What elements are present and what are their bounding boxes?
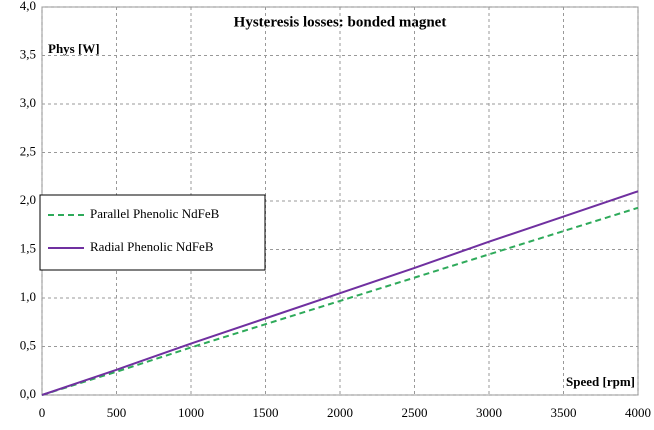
y-tick-label: 0,5 bbox=[20, 337, 36, 352]
x-tick-label: 0 bbox=[39, 405, 46, 420]
x-tick-label: 1500 bbox=[253, 405, 279, 420]
y-tick-label: 2,5 bbox=[20, 143, 36, 158]
y-tick-label: 1,5 bbox=[20, 240, 36, 255]
legend-box bbox=[39, 194, 266, 271]
lines bbox=[41, 190, 639, 396]
x-tick-label: 2500 bbox=[402, 405, 428, 420]
y-tick-label: 0,0 bbox=[20, 386, 36, 401]
legend: Parallel Phenolic NdFeB Radial Phenolic N… bbox=[39, 194, 266, 271]
x-tick-label: 500 bbox=[107, 405, 127, 420]
chart-title: Hysteresis losses: bonded magnet bbox=[234, 14, 447, 30]
y-axis-label: Phys [W] bbox=[48, 41, 100, 56]
legend-label: Parallel Phenolic NdFeB bbox=[90, 206, 220, 221]
x-tick-label: 4000 bbox=[625, 405, 651, 420]
x-tick-label: 3000 bbox=[476, 405, 502, 420]
x-tick-label: 1000 bbox=[178, 405, 204, 420]
y-tick-label: 1,0 bbox=[20, 289, 36, 304]
series-line bbox=[41, 206, 639, 396]
y-tick-label: 4,0 bbox=[20, 0, 36, 13]
y-tick-label: 3,5 bbox=[20, 46, 36, 61]
x-tick-label: 2000 bbox=[327, 405, 353, 420]
y-tick-label: 3,0 bbox=[20, 95, 36, 110]
x-axis-label: Speed [rpm] bbox=[566, 374, 635, 389]
y-tick-label: 2,0 bbox=[20, 192, 36, 207]
legend-label: Radial Phenolic NdFeB bbox=[90, 239, 214, 254]
x-tick-label: 3500 bbox=[551, 405, 577, 420]
series-line bbox=[41, 190, 639, 396]
